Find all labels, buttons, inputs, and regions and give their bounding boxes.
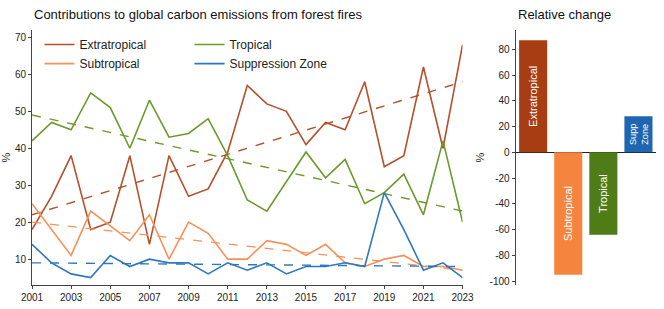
- svg-text:50: 50: [15, 106, 27, 117]
- svg-text:-60: -60: [495, 224, 510, 235]
- svg-text:Relative change: Relative change: [518, 7, 611, 22]
- svg-text:10: 10: [15, 254, 27, 265]
- svg-text:40: 40: [15, 143, 27, 154]
- svg-text:30: 30: [15, 180, 27, 191]
- svg-text:2011: 2011: [217, 292, 239, 303]
- svg-text:Subtropical: Subtropical: [562, 186, 574, 241]
- svg-text:-20: -20: [495, 173, 510, 184]
- svg-text:Contributions to global carbon: Contributions to global carbon emissions…: [34, 7, 363, 22]
- svg-text:%: %: [0, 152, 12, 162]
- svg-text:2017: 2017: [334, 292, 357, 303]
- svg-text:Subtropical: Subtropical: [79, 57, 139, 71]
- svg-text:Tropical: Tropical: [597, 174, 609, 213]
- svg-text:2003: 2003: [60, 292, 83, 303]
- svg-text:Extratropical: Extratropical: [79, 38, 146, 52]
- svg-text:%: %: [474, 152, 486, 162]
- svg-text:80: 80: [498, 44, 510, 55]
- svg-text:-80: -80: [495, 250, 510, 261]
- svg-text:2013: 2013: [256, 292, 279, 303]
- svg-text:2005: 2005: [99, 292, 122, 303]
- svg-text:20: 20: [498, 121, 510, 132]
- svg-text:2009: 2009: [177, 292, 200, 303]
- svg-text:SuppZone: SuppZone: [628, 124, 650, 146]
- svg-text:40: 40: [498, 95, 510, 106]
- svg-text:60: 60: [498, 70, 510, 81]
- svg-text:0: 0: [504, 147, 510, 158]
- svg-text:20: 20: [15, 217, 27, 228]
- svg-text:2021: 2021: [412, 292, 435, 303]
- svg-text:2019: 2019: [373, 292, 396, 303]
- svg-text:Extratropical: Extratropical: [527, 66, 539, 127]
- svg-text:-40: -40: [495, 198, 510, 209]
- svg-text:2001: 2001: [21, 292, 44, 303]
- svg-text:Suppression Zone: Suppression Zone: [229, 57, 327, 71]
- svg-text:70: 70: [15, 32, 27, 43]
- svg-text:2007: 2007: [138, 292, 161, 303]
- svg-text:Tropical: Tropical: [229, 38, 271, 52]
- svg-text:60: 60: [15, 69, 27, 80]
- svg-text:-100: -100: [490, 276, 510, 287]
- svg-text:2023: 2023: [451, 292, 474, 303]
- svg-text:2015: 2015: [295, 292, 318, 303]
